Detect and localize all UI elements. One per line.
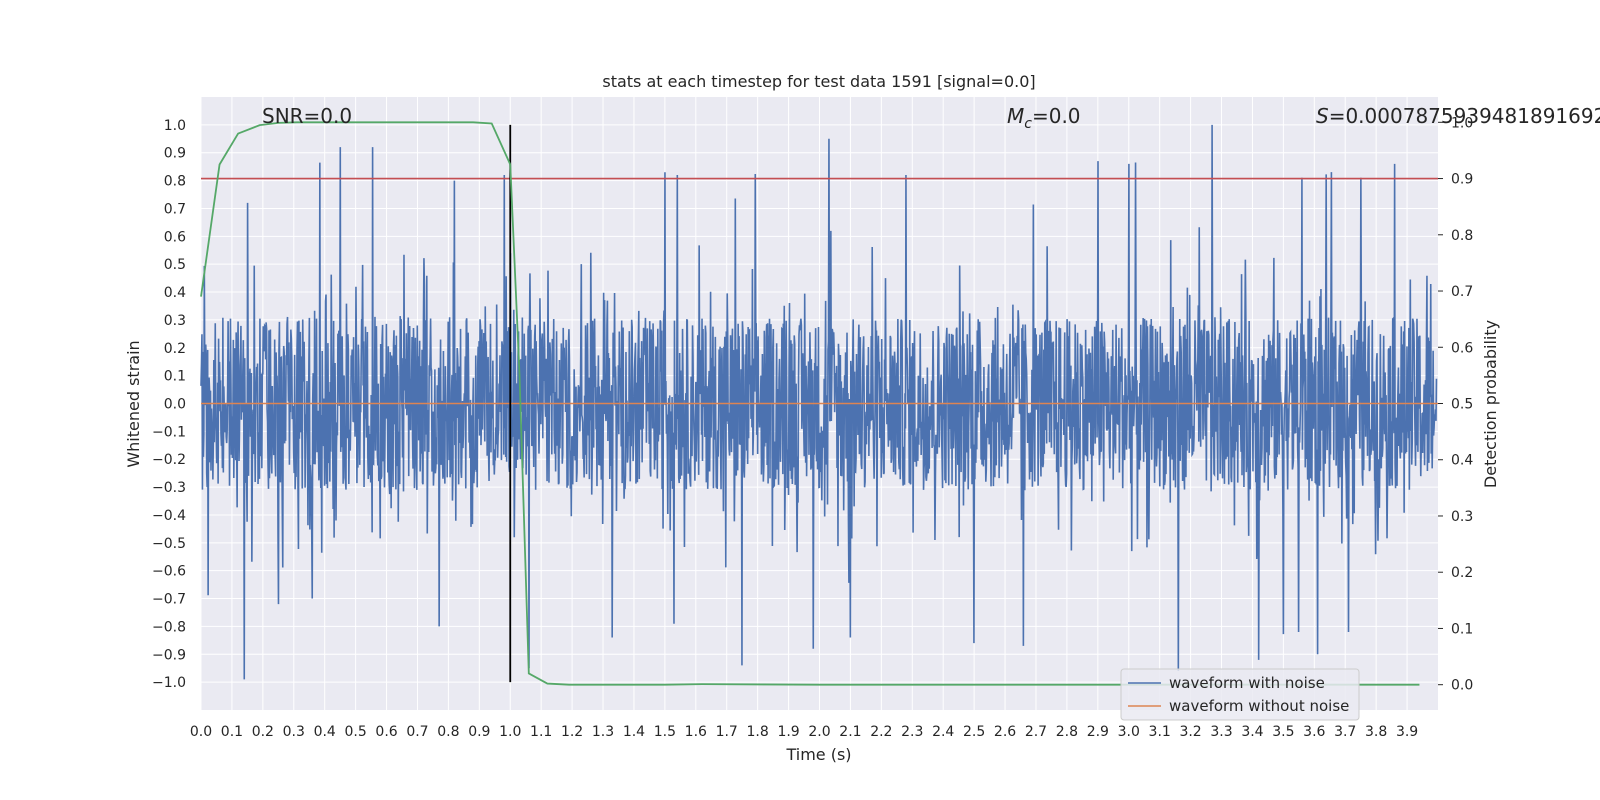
s-value: =0.0007875939481891692 — [1329, 104, 1600, 128]
x-tick-label: 1.0 — [499, 724, 521, 740]
y-tick-label: −0.2 — [152, 452, 186, 468]
x-tick-label: 3.8 — [1365, 724, 1387, 740]
y-tick-label: −0.8 — [152, 619, 186, 635]
s-symbol: S — [1316, 104, 1329, 128]
y-tick-label: −0.5 — [152, 536, 186, 552]
y-tick-label: 0.9 — [164, 146, 186, 162]
y-tick-label: −0.9 — [152, 647, 186, 663]
x-tick-label: 3.5 — [1272, 724, 1294, 740]
legend-box — [1120, 668, 1360, 721]
x-tick-label: 0.5 — [344, 724, 366, 740]
x-tick-label: 0.3 — [283, 724, 305, 740]
y2-tick-label: 0.9 — [1451, 172, 1473, 188]
legend-label-waveform-without-noise: waveform without noise — [1169, 697, 1349, 715]
y2-tick-label: 0.1 — [1451, 621, 1473, 637]
x-tick-label: 1.6 — [685, 724, 707, 740]
x-tick-label: 3.1 — [1149, 724, 1171, 740]
series-detection-probability — [200, 121, 1420, 686]
series-waveform-with-noise — [200, 124, 1438, 680]
y-tick-label: 0.5 — [164, 257, 186, 273]
y-tick-label: 0.1 — [164, 369, 186, 385]
x-tick-label: 1.4 — [623, 724, 645, 740]
x-tick-label: 1.9 — [777, 724, 799, 740]
x-tick-label: 0.6 — [375, 724, 397, 740]
x-tick-label: 0.2 — [252, 724, 274, 740]
y-tick-label: −0.3 — [152, 480, 186, 496]
line-waveform-with-noise — [200, 124, 1438, 680]
legend-label-waveform-with-noise: waveform with noise — [1169, 674, 1325, 692]
legend: waveform with noise waveform without noi… — [1120, 668, 1360, 721]
x-tick-label: 3.3 — [1210, 724, 1232, 740]
y2-tick-label: 0.7 — [1451, 284, 1473, 300]
x-tick-label: 2.8 — [1056, 724, 1078, 740]
y-axis-left: 1.0 0.9 0.8 0.7 0.6 0.5 0.4 0.3 0.2 0.1 0.0 −0.1 −0.… — [152, 118, 186, 691]
y-tick-label: 1.0 — [164, 118, 186, 134]
chirp-mass-annotation: Mc=0.0 — [1007, 104, 1081, 132]
x-tick-label: 1.5 — [654, 724, 676, 740]
x-tick-label: 3.6 — [1303, 724, 1325, 740]
y2-tick-label: 0.6 — [1451, 340, 1473, 356]
x-tick-label: 3.9 — [1396, 724, 1418, 740]
y-tick-label: −0.4 — [152, 508, 186, 524]
x-tick-label: 0.4 — [314, 724, 336, 740]
x-axis-title: Time (s) — [785, 745, 851, 764]
x-tick-label: 2.5 — [963, 724, 985, 740]
markers — [201, 124, 1438, 683]
y-tick-label: −0.6 — [152, 564, 186, 580]
x-tick-label: 2.3 — [901, 724, 923, 740]
x-tick-label: 2.4 — [932, 724, 954, 740]
y-tick-label: 0.6 — [164, 229, 186, 245]
chirp-mass-value: =0.0 — [1032, 104, 1081, 128]
y2-tick-label: 0.8 — [1451, 228, 1473, 244]
chirp-mass-symbol: M — [1007, 104, 1024, 128]
x-tick-label: 2.2 — [870, 724, 892, 740]
x-axis: 0.0 0.1 0.2 0.3 0.4 0.5 0.6 0.7 0.8 0.9 1.0 1.1 1.2 1… — [190, 724, 1418, 740]
chart-title: stats at each timestep for test data 159… — [602, 72, 1035, 91]
y-axis-right: 1.0 0.9 0.8 0.7 0.6 0.5 0.4 0.3 0.2 0.1 0.0 — [1438, 115, 1473, 694]
x-tick-label: 0.1 — [221, 724, 243, 740]
y-axis-title: Whitened strain — [124, 340, 143, 467]
y2-tick-label: 0.3 — [1451, 509, 1473, 525]
x-tick-label: 1.1 — [530, 724, 552, 740]
y-tick-label: 0.4 — [164, 285, 186, 301]
x-tick-label: 0.7 — [406, 724, 428, 740]
y-tick-label: −1.0 — [152, 675, 186, 691]
y2-tick-label: 0.4 — [1451, 453, 1473, 469]
y-tick-label: 0.3 — [164, 313, 186, 329]
y2-tick-label: 1.0 — [1451, 115, 1473, 131]
y2-tick-label: 0.5 — [1451, 397, 1473, 413]
y-tick-label: −0.7 — [152, 592, 186, 608]
line-detection-probability — [200, 121, 1420, 686]
y2-tick-label: 0.0 — [1451, 678, 1473, 694]
x-tick-label: 1.2 — [561, 724, 583, 740]
x-tick-label: 1.3 — [592, 724, 614, 740]
x-tick-label: 2.1 — [839, 724, 861, 740]
chirp-mass-subscript: c — [1024, 116, 1032, 132]
x-tick-label: 1.8 — [747, 724, 769, 740]
y2-tick-label: 0.2 — [1451, 565, 1473, 581]
x-tick-label: 2.7 — [1025, 724, 1047, 740]
y-tick-label: 0.7 — [164, 201, 186, 217]
s-annotation: S=0.0007875939481891692 — [1316, 104, 1600, 128]
y-tick-label: 0.0 — [164, 397, 186, 413]
x-tick-label: 3.7 — [1334, 724, 1356, 740]
x-tick-label: 0.8 — [437, 724, 459, 740]
x-tick-label: 3.2 — [1179, 724, 1201, 740]
x-tick-label: 2.9 — [1087, 724, 1109, 740]
x-tick-label: 3.4 — [1241, 724, 1263, 740]
x-tick-label: 3.0 — [1118, 724, 1140, 740]
x-tick-label: 1.7 — [716, 724, 738, 740]
y-tick-label: 0.2 — [164, 341, 186, 357]
snr-annotation: SNR=0.0 — [262, 104, 352, 128]
x-tick-label: 2.6 — [994, 724, 1016, 740]
x-tick-label: 2.0 — [808, 724, 830, 740]
y-tick-label: 0.8 — [164, 174, 186, 190]
y-tick-label: −0.1 — [152, 424, 186, 440]
x-tick-label: 0.0 — [190, 724, 212, 740]
y2-axis-title: Detection probability — [1481, 320, 1500, 488]
x-tick-label: 0.9 — [468, 724, 490, 740]
